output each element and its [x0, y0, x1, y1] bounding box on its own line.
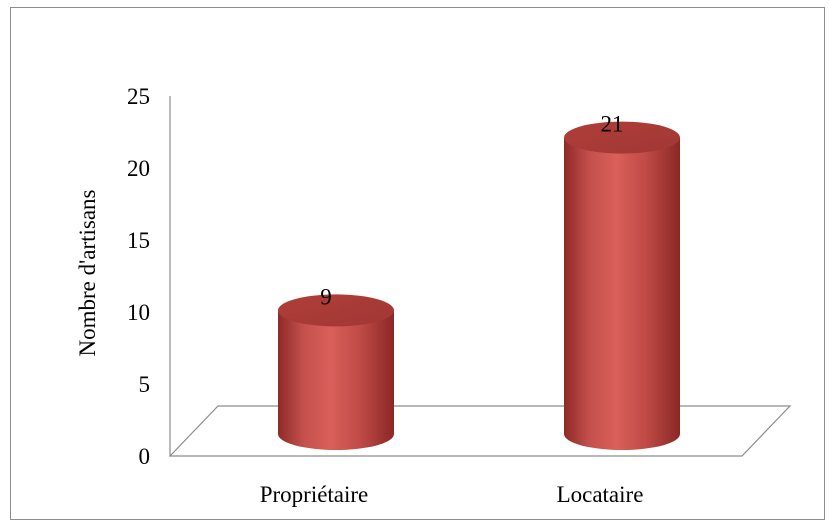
bar-top	[278, 294, 394, 327]
y-tick-labels: 0 5 10 15 20 25	[127, 84, 150, 469]
floor-plane	[168, 405, 792, 457]
y-tick-label: 10	[127, 300, 150, 325]
bar-body	[564, 137, 680, 450]
chart-frame	[10, 7, 825, 520]
y-axis-title: Nombre d'artisans	[75, 189, 100, 356]
bars	[278, 121, 680, 450]
bar-body	[278, 310, 394, 450]
bar	[278, 294, 394, 450]
category-label: Locataire	[557, 482, 644, 507]
bar-top	[564, 121, 680, 154]
y-tick-label: 15	[127, 228, 150, 253]
y-tick-label: 25	[127, 84, 150, 109]
bar	[564, 121, 680, 450]
y-tick-label: 0	[139, 444, 151, 469]
data-label: 9	[320, 284, 332, 309]
category-labels: Propriétaire Locataire	[260, 482, 644, 507]
data-label: 21	[601, 112, 624, 137]
y-tick-label: 20	[127, 156, 150, 181]
data-labels: 9 21	[320, 112, 623, 310]
y-tick-label: 5	[139, 372, 151, 397]
floor-outline	[168, 405, 792, 457]
category-label: Propriétaire	[260, 482, 369, 507]
